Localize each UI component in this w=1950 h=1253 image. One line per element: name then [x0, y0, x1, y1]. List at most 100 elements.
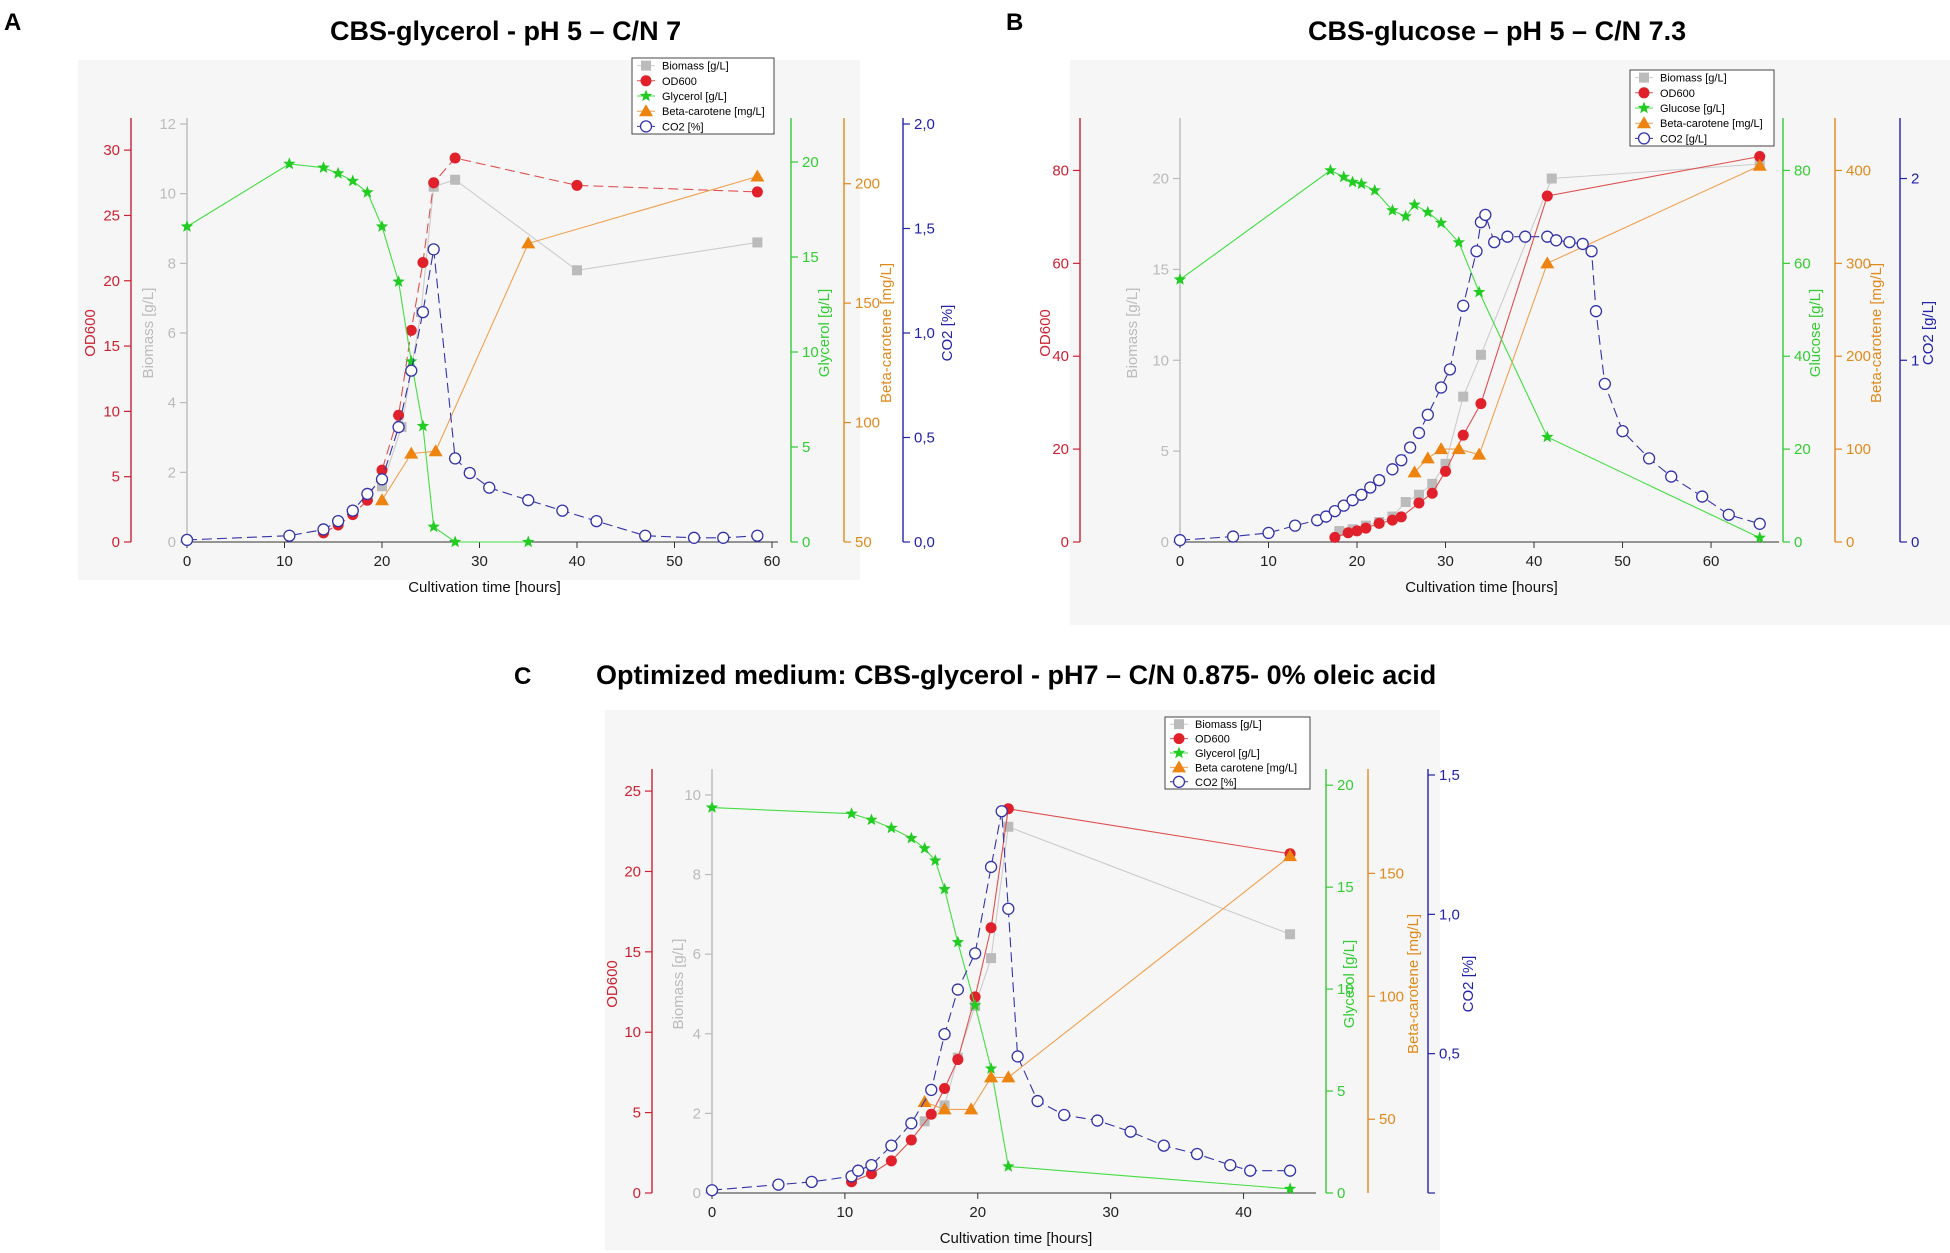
panel-b-series-2-point [1324, 163, 1337, 176]
panel-c-series-1-point [905, 1134, 917, 1146]
panel-c-series-3-point [1001, 1070, 1016, 1083]
panel-c-bc-tick-label: 100 [1379, 988, 1404, 1005]
panel-a-od-tick-label: 10 [103, 403, 120, 420]
panel-b-co2-tick-label: 0 [1911, 534, 1919, 551]
panel-a-series-2-point [392, 275, 405, 287]
panel-b-bio-axis-title: Biomass [g/L] [1124, 288, 1141, 379]
panel-a-series-2-point [416, 419, 430, 432]
panel-a-series-0-point [752, 237, 763, 248]
panel-b-series-0-point [1400, 497, 1411, 508]
panel-c-legend-marker [1174, 719, 1184, 730]
panel-a-series-2-point [405, 355, 418, 367]
panel-b-legend-label: CO2 [g/L] [1660, 133, 1707, 145]
panel-c-series-1-point [925, 1108, 937, 1120]
panel-c-series-2-point [929, 854, 942, 866]
panel-b-series-4-point [1576, 237, 1589, 251]
panel-b-sub-tick-label: 20 [1794, 441, 1811, 458]
panel-c-bio-tick-label: 8 [693, 867, 701, 884]
panel-c-series-4-point [938, 1028, 951, 1041]
panel-a-series-1-point [417, 256, 429, 268]
panel-b-series-4-point [1421, 408, 1434, 421]
panel-a-legend-marker [639, 120, 653, 133]
panel-b-bc-tick-label: 100 [1846, 441, 1871, 458]
panel-a-od-tick-label: 5 [112, 469, 120, 486]
panel-b-series-3-point [1752, 158, 1767, 171]
panel-b-od-axis-title: OD600 [1037, 309, 1054, 357]
panel-a-x-tick-label: 0 [183, 553, 191, 570]
panel-b-series-2-point [1173, 273, 1187, 285]
panel-b-x-axis-title: Cultivation time [hours] [1405, 579, 1558, 596]
panel-b-x-tick-label: 30 [1437, 553, 1454, 570]
panel-c-series-4-point [1091, 1114, 1104, 1127]
panel-a-series-2-point [522, 535, 535, 548]
panel-c-x-tick-label: 10 [837, 1204, 854, 1221]
panel-c-series-4-point [984, 860, 998, 874]
panel-c-series-1-point [865, 1168, 877, 1180]
panel-b-x-tick-label: 20 [1349, 553, 1366, 570]
panel-c-sub-tick-label: 20 [1337, 777, 1354, 794]
panel-c-series-4-point [865, 1158, 878, 1172]
panel-a-series-4-point [717, 531, 730, 544]
panel-a-background [78, 60, 860, 580]
panel-b-series-0-point [1458, 391, 1469, 402]
panel-c-series-4-point [705, 1184, 719, 1197]
panel-a-series-1-point [405, 324, 417, 336]
panel-c-series-2-point [968, 998, 982, 1011]
panel-c-series-2-point [845, 807, 858, 819]
panel-c-co2-axis-title: CO2 [%] [1460, 956, 1477, 1013]
panel-c-series-4-point [805, 1175, 818, 1189]
panel-c-x-tick-label: 40 [1235, 1204, 1252, 1221]
panel-a-co2-axis-title: CO2 [%] [939, 305, 956, 362]
panel-b-series-4-point [1355, 488, 1368, 501]
panel-b-x-tick-label: 10 [1260, 553, 1277, 570]
panel-a-bc-tick-label: 150 [855, 295, 880, 312]
panel-b-series-1-point [1342, 527, 1354, 539]
panel-a-series-1-point [393, 409, 405, 421]
panel-a-legend-marker [639, 104, 653, 117]
panel-b-series-1-point [1426, 487, 1438, 499]
panel-c-co2-tick-label: 1,5 [1439, 767, 1460, 784]
panel-a-series-3-point [404, 446, 419, 459]
panel-b-series-1-point [1541, 190, 1553, 202]
panel-b-series-1-point [1386, 514, 1398, 526]
panel-c-series-2-point [984, 1062, 998, 1074]
panel-b-sub-tick-label: 80 [1794, 162, 1811, 179]
panel-c-sub-tick-label: 15 [1337, 879, 1354, 896]
panel-c-series-4-point [1058, 1108, 1071, 1122]
panel-c-co2-tick-label: 0,5 [1439, 1046, 1460, 1063]
panel-a-series-2-point [346, 174, 359, 187]
panel-b-series-2-point [1399, 209, 1412, 222]
panel-b-series-1-point [1373, 517, 1385, 529]
panel-a-bio-tick-label: 2 [168, 464, 176, 481]
panel-b-series-4-point [1753, 517, 1766, 530]
panel-a-legend [631, 57, 775, 135]
panel-b-legend-marker [1637, 132, 1651, 145]
panel-a-series-1-point [571, 179, 583, 191]
panel-c-series-0-point [1285, 929, 1296, 940]
panel-b-bc-tick-label: 400 [1846, 162, 1871, 179]
panel-b-co2-axis-title: CO2 [g/L] [1920, 301, 1937, 365]
panel-a-series-1-point [751, 186, 763, 198]
panel-b-series-3-point [1407, 465, 1422, 478]
panel-b-series-0-point [1475, 349, 1486, 360]
panel-b-legend-label: Glucose [g/L] [1660, 103, 1725, 115]
panel-b-series-0-point [1413, 489, 1424, 500]
panel-b-series-2-point [1346, 175, 1359, 188]
panel-c-series-4-point [968, 947, 982, 960]
panel-b-series-2-point [1421, 205, 1434, 218]
panel-a-series-2-point [361, 185, 374, 198]
panel-b-series-3-point [1451, 442, 1466, 455]
panel-b-od-tick-label: 0 [1061, 534, 1069, 551]
panel-a-sub-axis-title: Glycerol [g/L] [816, 289, 833, 377]
panel-c-series-2-point [865, 813, 878, 826]
panel-a-od-tick-label: 15 [103, 338, 120, 355]
panel-c-bc-axis-title: Beta-carotene [mg/L] [1405, 914, 1422, 1054]
panel-b-legend-marker [1637, 101, 1651, 114]
panel-a-series-3-point [428, 444, 443, 457]
panel-b-series-4-point [1337, 499, 1350, 512]
panel-a-series-4-point [180, 533, 194, 547]
panel-c-legend-label: Glycerol [g/L] [1195, 748, 1260, 760]
panel-c-series-3-point [937, 1102, 952, 1115]
panel-b-series-1-point [1360, 522, 1372, 534]
